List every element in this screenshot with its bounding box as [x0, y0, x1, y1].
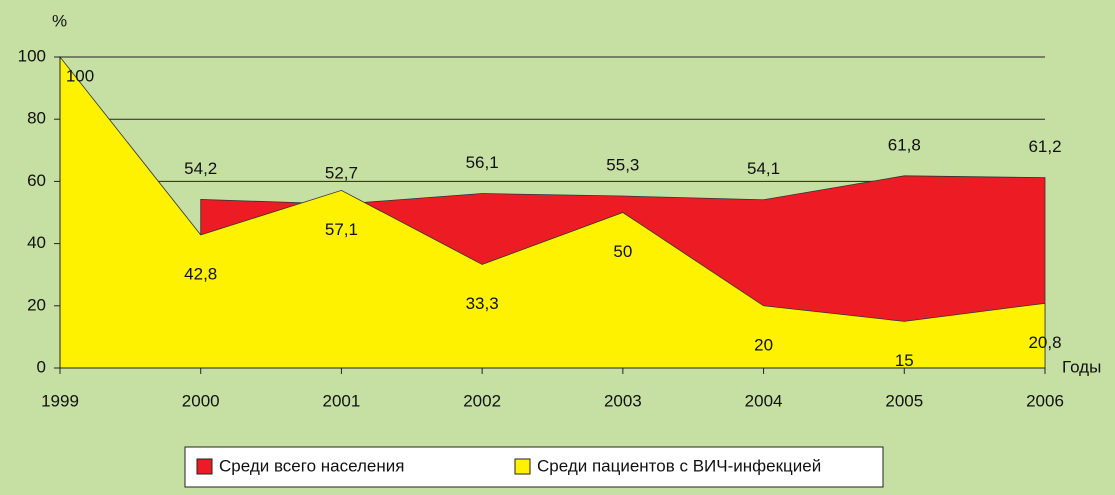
data-label: 33,3 — [466, 294, 499, 313]
data-label: 100 — [66, 66, 94, 85]
data-label: 42,8 — [184, 264, 217, 283]
legend — [184, 446, 884, 488]
y-tick-label: 80 — [27, 109, 46, 128]
x-axis-title: Годы — [1062, 357, 1101, 376]
data-label: 57,1 — [325, 220, 358, 239]
data-label: 54,2 — [184, 159, 217, 178]
x-tick-label: 1999 — [41, 391, 79, 410]
data-label: 54,1 — [747, 159, 780, 178]
y-axis-title: % — [52, 11, 67, 30]
x-tick-label: 2005 — [885, 391, 923, 410]
data-label: 56,1 — [466, 153, 499, 172]
data-label: 20,8 — [1028, 333, 1061, 352]
data-label: 61,2 — [1028, 137, 1061, 156]
data-label: 55,3 — [606, 156, 639, 175]
x-tick-label: 2006 — [1026, 391, 1064, 410]
x-tick-label: 2001 — [323, 391, 361, 410]
legend-swatch — [514, 458, 531, 475]
legend-label: Среди пациентов с ВИЧ-инфекцией — [537, 456, 821, 475]
legend-swatch — [196, 458, 213, 475]
area — [59, 55, 1046, 369]
data-label: 20 — [754, 335, 773, 354]
x-tick-label: 2003 — [604, 391, 642, 410]
y-tick-label: 100 — [18, 46, 46, 65]
y-tick-label: 20 — [27, 295, 46, 314]
x-tick-label: 2002 — [463, 391, 501, 410]
data-label: 50 — [613, 242, 632, 261]
x-tick-label: 2000 — [182, 391, 220, 410]
data-label: 52,7 — [325, 164, 358, 183]
y-tick-label: 40 — [27, 233, 46, 252]
x-tick-label: 2004 — [745, 391, 783, 410]
y-tick-label: 60 — [27, 171, 46, 190]
y-tick-label: 0 — [37, 357, 46, 376]
legend-label: Среди всего населения — [219, 456, 404, 475]
data-label: 61,8 — [888, 135, 921, 154]
data-label: 15 — [895, 351, 914, 370]
